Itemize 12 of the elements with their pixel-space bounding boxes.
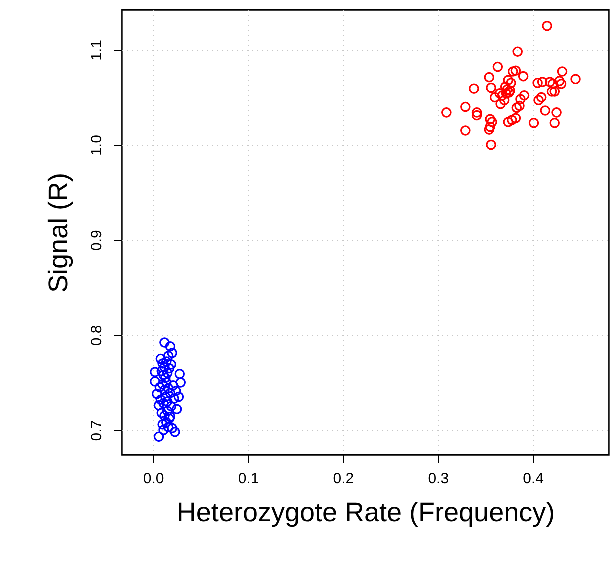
x-axis-title: Heterozygote Rate (Frequency) [176,498,556,528]
y-tick-label: 0.8 [88,325,106,346]
y-tick-label: 0.9 [88,230,106,252]
y-tick-label: 0.7 [88,420,106,442]
y-tick-label: 1.0 [88,135,106,156]
y-axis-title: Signal (R) [44,172,74,294]
x-tick-label: 0.4 [523,470,544,488]
x-tick-label: 0.3 [428,470,450,488]
x-tick-label: 0.0 [143,470,164,488]
y-tick-label: 1.1 [88,40,106,61]
x-tick-label: 0.1 [238,470,260,488]
x-tick-label: 0.2 [333,470,354,488]
